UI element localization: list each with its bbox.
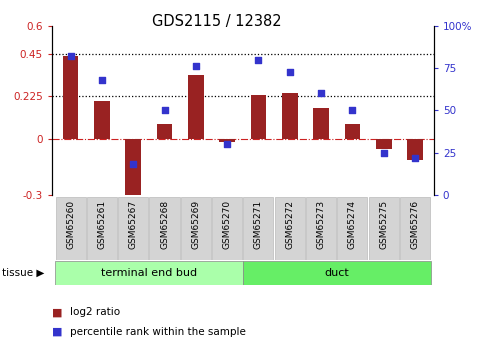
Bar <box>250 95 266 139</box>
Point <box>129 162 137 167</box>
Text: ■: ■ <box>52 327 62 337</box>
Text: GSM65270: GSM65270 <box>223 200 232 249</box>
Text: GSM65261: GSM65261 <box>98 200 106 249</box>
Bar <box>87 197 117 260</box>
Bar <box>376 139 391 149</box>
Bar <box>219 139 235 142</box>
Bar <box>181 197 211 260</box>
Bar <box>313 108 329 139</box>
Text: GSM65274: GSM65274 <box>348 200 357 249</box>
Text: GDS2115 / 12382: GDS2115 / 12382 <box>152 14 282 29</box>
Bar <box>55 261 243 285</box>
Bar <box>369 197 399 260</box>
Bar <box>306 197 336 260</box>
Text: terminal end bud: terminal end bud <box>101 268 197 278</box>
Bar <box>243 261 431 285</box>
Text: duct: duct <box>324 268 349 278</box>
Point <box>286 69 294 74</box>
Text: GSM65276: GSM65276 <box>411 200 420 249</box>
Bar <box>407 139 423 160</box>
Text: tissue ▶: tissue ▶ <box>2 268 45 278</box>
Bar <box>275 197 305 260</box>
Bar <box>63 56 78 139</box>
Text: GSM65275: GSM65275 <box>379 200 388 249</box>
Point <box>192 64 200 69</box>
Point <box>349 108 356 113</box>
Text: GSM65273: GSM65273 <box>317 200 325 249</box>
Bar <box>118 197 148 260</box>
Text: GSM65268: GSM65268 <box>160 200 169 249</box>
Text: GSM65269: GSM65269 <box>191 200 200 249</box>
Point <box>161 108 169 113</box>
Bar <box>188 75 204 139</box>
Bar <box>149 197 179 260</box>
Point <box>317 91 325 96</box>
Bar <box>56 197 86 260</box>
Point <box>223 141 231 147</box>
Text: GSM65260: GSM65260 <box>66 200 75 249</box>
Bar <box>400 197 430 260</box>
Point <box>254 57 262 62</box>
Point <box>67 53 74 59</box>
Text: GSM65271: GSM65271 <box>254 200 263 249</box>
Point <box>411 155 419 160</box>
Bar <box>125 139 141 206</box>
Bar <box>244 197 274 260</box>
Text: GSM65267: GSM65267 <box>129 200 138 249</box>
Bar <box>157 125 173 139</box>
Point <box>98 77 106 83</box>
Text: percentile rank within the sample: percentile rank within the sample <box>70 327 246 337</box>
Text: ■: ■ <box>52 307 62 317</box>
Bar <box>212 197 242 260</box>
Bar <box>337 197 367 260</box>
Bar <box>282 93 298 139</box>
Text: GSM65272: GSM65272 <box>285 200 294 249</box>
Bar <box>94 101 110 139</box>
Text: log2 ratio: log2 ratio <box>70 307 121 317</box>
Bar <box>345 125 360 139</box>
Point <box>380 150 387 155</box>
